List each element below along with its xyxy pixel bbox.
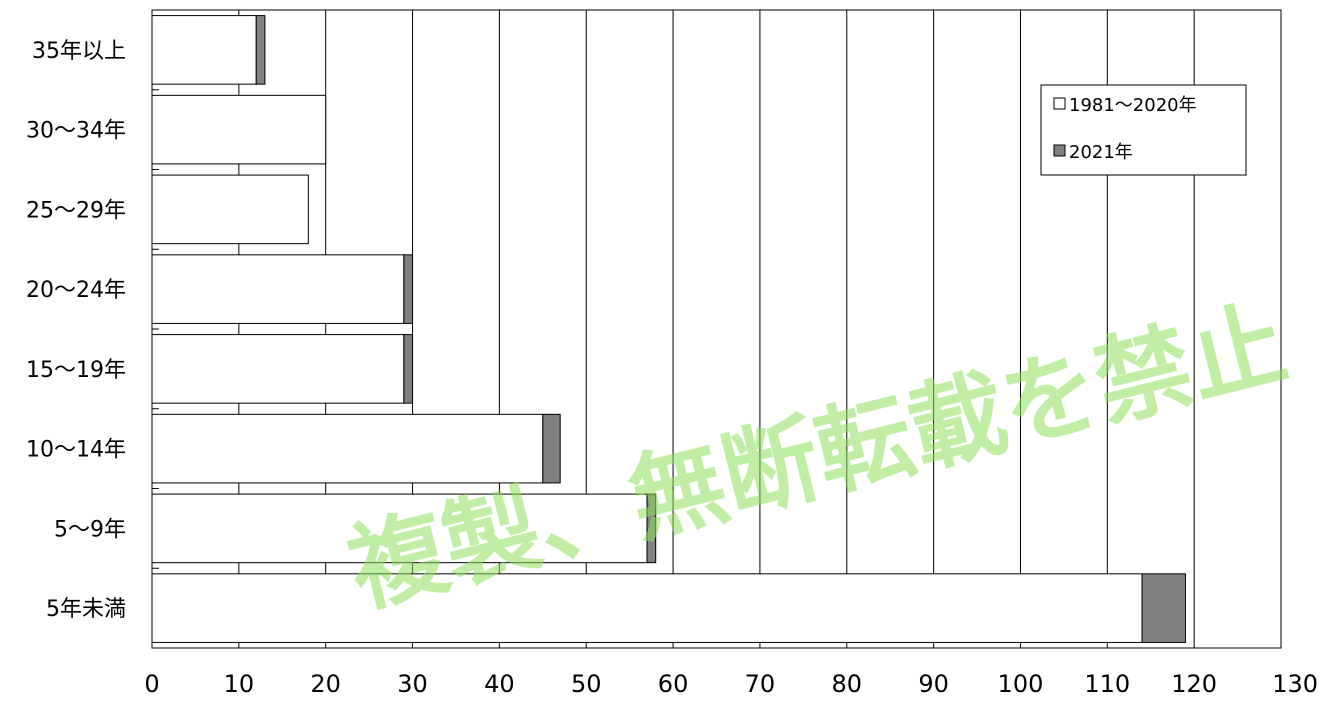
x-tick-label-6: 60 <box>658 670 689 698</box>
x-tick-label-11: 110 <box>1084 670 1130 698</box>
legend: 1981～2020年 2021年 <box>1040 84 1247 176</box>
category-label-6: 5～9年 <box>54 517 126 542</box>
bar-s1-cat-5 <box>151 413 544 484</box>
bar-s1-cat-3 <box>151 254 405 324</box>
bar-s1-cat-7 <box>151 573 1143 643</box>
category-label-5: 10～14年 <box>26 438 126 463</box>
x-tick-label-13: 130 <box>1272 670 1318 698</box>
x-tick-label-1: 10 <box>224 670 255 698</box>
x-tick-label-9: 90 <box>918 670 949 698</box>
category-label-1: 30～34年 <box>26 119 126 144</box>
category-labels: 35年以上 30～34年 25～29年 20～24年 15～19年 10～14年 5～9年 5… <box>26 39 126 622</box>
bar-s2-cat-4 <box>403 334 414 404</box>
bar-s1-cat-0 <box>151 15 257 85</box>
plot-area-frame <box>151 9 1282 649</box>
bar-s2-cat-0 <box>255 15 266 85</box>
bar-s2-cat-5 <box>542 413 561 484</box>
bars <box>151 15 1186 643</box>
x-tick-label-0: 0 <box>144 670 159 698</box>
bar-s2-cat-6 <box>646 493 657 564</box>
x-tick-label-12: 120 <box>1171 670 1217 698</box>
legend-swatch-series-1 <box>1053 97 1066 110</box>
x-tick-labels: 0 10 20 30 40 50 60 70 80 90 100 110 120 130 <box>144 670 1318 698</box>
category-label-3: 20～24年 <box>26 278 126 303</box>
bar-s1-cat-2 <box>151 174 309 245</box>
bar-s1-cat-1 <box>151 94 327 165</box>
x-tick-label-3: 30 <box>397 670 428 698</box>
legend-label-series-1: 1981～2020年 <box>1069 95 1197 116</box>
x-tick-label-10: 100 <box>998 670 1044 698</box>
category-label-2: 25～29年 <box>26 198 126 223</box>
x-tick-label-7: 70 <box>745 670 776 698</box>
category-label-0: 35年以上 <box>32 39 126 64</box>
legend-label-series-2: 2021年 <box>1069 142 1133 163</box>
x-tick-label-4: 40 <box>484 670 515 698</box>
x-tick-label-8: 80 <box>831 670 862 698</box>
bar-s1-cat-4 <box>151 334 405 404</box>
legend-swatch-series-2 <box>1053 144 1066 157</box>
category-label-7: 5年未満 <box>46 597 126 622</box>
x-tick-label-5: 50 <box>571 670 602 698</box>
bar-s2-cat-3 <box>403 254 414 324</box>
category-label-4: 15～19年 <box>26 358 126 383</box>
bar-s2-cat-7 <box>1141 573 1186 643</box>
legend-box <box>1040 84 1247 176</box>
x-tick-label-2: 20 <box>310 670 341 698</box>
